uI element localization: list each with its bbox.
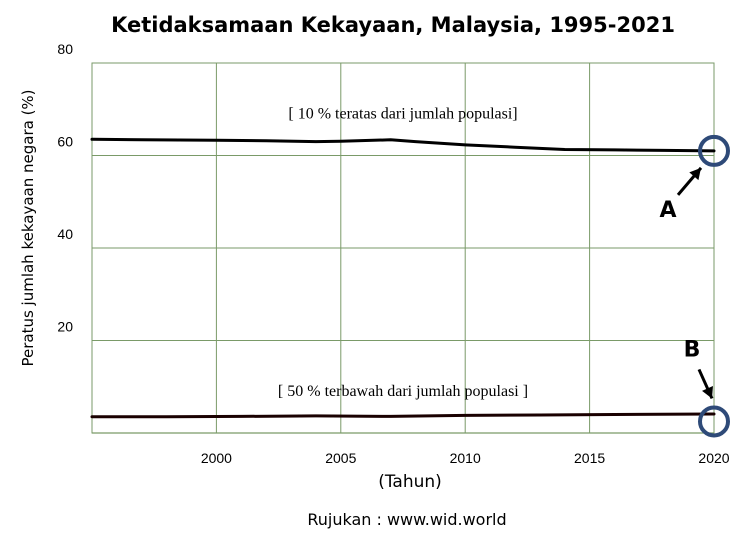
chart-title: Ketidaksamaan Kekayaan, Malaysia, 1995-2… — [111, 13, 675, 37]
x-tick-label: 2010 — [450, 450, 481, 466]
x-tick-label: 2020 — [698, 450, 729, 466]
y-tick-label: 40 — [57, 226, 73, 242]
x-tick-label: 2005 — [325, 450, 356, 466]
gridlines — [92, 63, 714, 434]
arrow-head — [689, 167, 701, 181]
series-line-2 — [90, 412, 716, 419]
y-tick-label: 80 — [57, 41, 73, 57]
marker-layer: AB — [659, 134, 730, 438]
x-axis-label: (Tahun) — [378, 472, 442, 492]
x-axis-ticks: 2000 2005 2010 2015 2020 — [201, 450, 730, 466]
marker-circle-b — [698, 405, 730, 438]
series-layer — [90, 137, 716, 419]
y-tick-label: 60 — [57, 134, 73, 150]
marker-label-b: B — [684, 337, 701, 362]
plot-area: 20 40 60 80 2000 2005 2010 2015 2020 [ 10 % ter… — [57, 41, 730, 466]
marker-circle-a — [698, 134, 730, 167]
series-annotation-2: [ 50 % terbawah dari jumlah populasi ] — [278, 383, 528, 400]
x-tick-label: 2015 — [574, 450, 605, 466]
y-tick-label: 20 — [57, 319, 73, 335]
y-axis-ticks: 20 40 60 80 — [57, 41, 73, 335]
source-note: Rujukan : www.wid.world — [307, 510, 506, 529]
series-line-1 — [90, 137, 716, 153]
annotation-layer: [ 10 % teratas dari jumlah populasi] [ 50… — [278, 106, 528, 401]
arrow-head — [702, 385, 713, 399]
y-axis-label: Peratus jumlah kekayaan negara (%) — [19, 89, 37, 366]
x-tick-label: 2000 — [201, 450, 232, 466]
series-annotation-1: [ 10 % teratas dari jumlah populasi] — [288, 106, 517, 123]
marker-label-a: A — [659, 198, 676, 223]
